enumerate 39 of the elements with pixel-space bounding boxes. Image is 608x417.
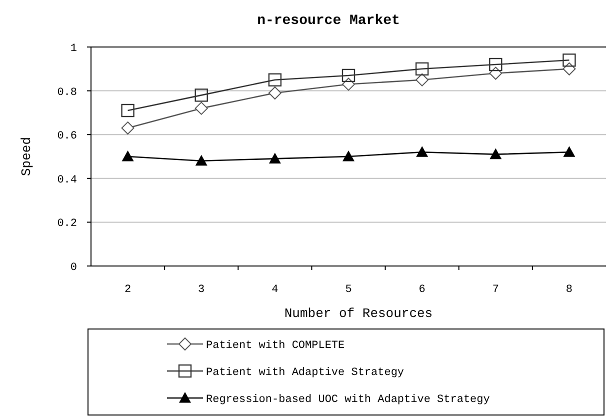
point — [122, 150, 134, 162]
point — [416, 73, 429, 86]
point — [562, 54, 576, 67]
point — [121, 104, 134, 118]
point — [416, 146, 428, 157]
point — [489, 58, 502, 72]
legend-label: Patient with COMPLETE — [206, 340, 346, 352]
x-tick-label: 7 — [492, 284, 499, 296]
point — [490, 148, 502, 160]
point — [268, 86, 282, 100]
y-tick-label: 0.8 — [57, 86, 77, 99]
y-tick-label: 0.4 — [57, 174, 78, 186]
y-tick-label: 0.2 — [57, 218, 77, 230]
point — [194, 88, 208, 102]
legend-label: Patient with Adaptive Strategy — [206, 367, 404, 379]
point — [342, 68, 356, 82]
chart-title: n-resource Market — [257, 13, 400, 29]
x-tick-label: 4 — [272, 284, 279, 296]
point — [268, 152, 281, 164]
y-tick-label: 0 — [70, 262, 77, 274]
x-tick-label: 8 — [566, 284, 573, 296]
y-tick-label: 0.6 — [57, 130, 77, 143]
point — [195, 154, 208, 166]
x-tick-label: 2 — [124, 284, 132, 296]
x-tick-label: 6 — [418, 284, 426, 296]
point — [121, 122, 134, 135]
point — [562, 62, 576, 76]
point — [489, 66, 502, 80]
point — [415, 62, 429, 76]
x-tick-label: 5 — [345, 284, 352, 296]
y-tick-label: 1 — [70, 43, 78, 55]
point — [194, 102, 208, 115]
x-tick-label: 3 — [198, 284, 205, 296]
y-axis-title: Speed — [19, 136, 34, 176]
x-axis-title: Number of Resources — [284, 306, 433, 321]
point — [342, 150, 354, 162]
legend-label: Regression-based UOC with Adaptive Strategy — [206, 394, 490, 406]
point — [268, 73, 282, 86]
point — [563, 146, 576, 157]
